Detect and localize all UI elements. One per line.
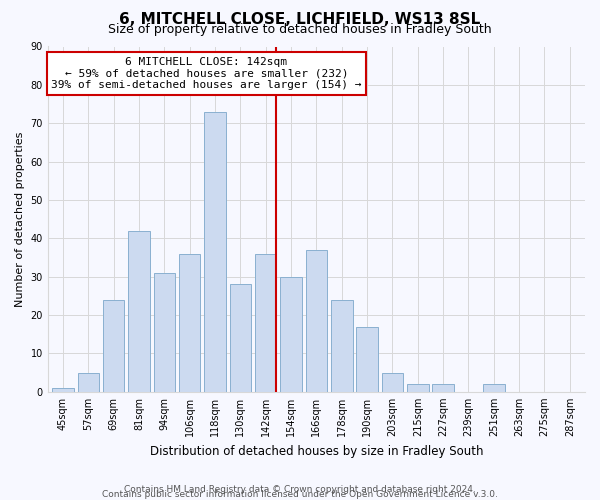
Bar xyxy=(331,300,353,392)
Bar xyxy=(483,384,505,392)
Bar xyxy=(356,326,378,392)
Bar xyxy=(154,273,175,392)
Bar xyxy=(77,372,99,392)
Bar xyxy=(204,112,226,392)
Bar xyxy=(179,254,200,392)
Text: 6, MITCHELL CLOSE, LICHFIELD, WS13 8SL: 6, MITCHELL CLOSE, LICHFIELD, WS13 8SL xyxy=(119,12,481,28)
Text: Size of property relative to detached houses in Fradley South: Size of property relative to detached ho… xyxy=(108,22,492,36)
Y-axis label: Number of detached properties: Number of detached properties xyxy=(15,132,25,307)
Bar xyxy=(128,230,150,392)
Bar xyxy=(52,388,74,392)
Bar xyxy=(280,276,302,392)
Bar xyxy=(305,250,327,392)
Bar xyxy=(230,284,251,392)
Text: Contains HM Land Registry data © Crown copyright and database right 2024.: Contains HM Land Registry data © Crown c… xyxy=(124,485,476,494)
Bar xyxy=(407,384,428,392)
Bar xyxy=(103,300,124,392)
Text: 6 MITCHELL CLOSE: 142sqm
← 59% of detached houses are smaller (232)
39% of semi-: 6 MITCHELL CLOSE: 142sqm ← 59% of detach… xyxy=(51,57,362,90)
Bar xyxy=(382,372,403,392)
Bar xyxy=(433,384,454,392)
X-axis label: Distribution of detached houses by size in Fradley South: Distribution of detached houses by size … xyxy=(149,444,483,458)
Text: Contains public sector information licensed under the Open Government Licence v.: Contains public sector information licen… xyxy=(102,490,498,499)
Bar xyxy=(255,254,277,392)
